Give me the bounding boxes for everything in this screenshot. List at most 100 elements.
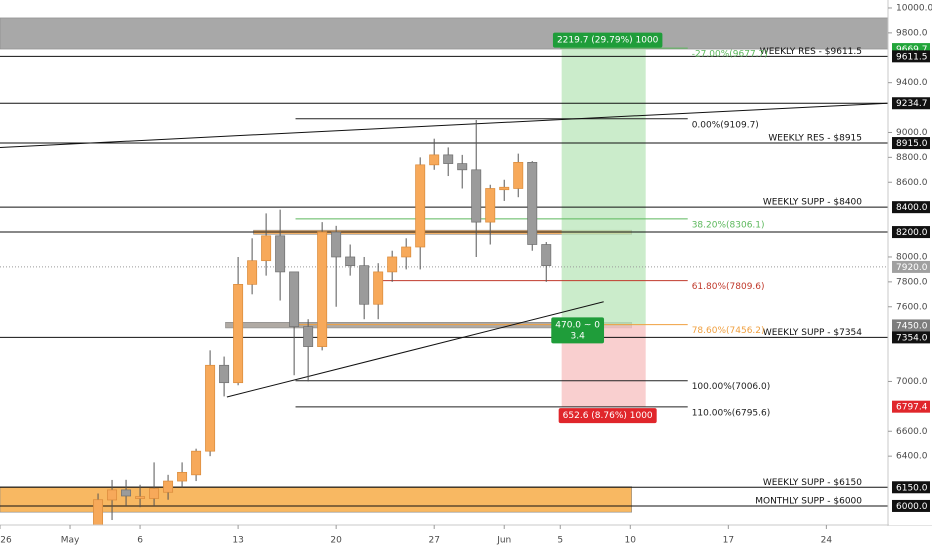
price-tag-label: 7450.0 [896,321,928,331]
entry-label-box [551,317,605,344]
price-tag [892,260,930,273]
y-tick-label: 7800.0 [896,277,928,287]
candle-body [233,283,244,384]
candle-body [289,271,300,328]
profit-zone [561,49,646,326]
level-label: WEEKLY RES - $9611.5 [760,47,862,57]
fib-label: 0.00%(9109.7) [692,120,759,130]
candle-body [471,169,482,223]
price-tag-label: 7354.0 [896,333,928,343]
target-label: 2219.7 (29.79%) 1000 [552,32,663,48]
price-tag-label: 9234.7 [896,99,928,109]
time-axis-bg [0,526,932,550]
candle-body [107,489,118,501]
candle-body [191,450,202,476]
level-label: WEEKLY SUPP - $6150 [763,478,862,488]
candle-body [205,364,216,452]
candle-body [135,496,146,499]
level-label: WEEKLY SUPP - $7354 [763,328,862,338]
candle-body [149,488,160,499]
candle-body [163,480,174,493]
level-label: MONTHLY SUPP - $6000 [755,496,862,506]
candle-body [93,499,104,525]
fib-label: -27.00%(9677.7) [692,50,768,60]
stop-label-text: 652.6 (8.76%) 1000 [563,411,653,421]
price-tag [892,400,930,413]
x-tick-label: 26 [0,536,12,546]
x-tick-label: 24 [821,536,833,546]
y-tick-label: 8000.0 [896,252,928,262]
candle-body [513,161,524,189]
stop-label-box [558,408,657,424]
candle-body [219,364,230,384]
candle-body [415,164,426,248]
trendline [226,301,604,398]
x-tick-label: 10 [625,536,637,546]
candle-body [275,235,286,273]
price-tag-label: 9669.7 [896,45,928,55]
fib-label: 110.00%(6795.6) [692,408,771,418]
candle-body [373,271,384,305]
fib-label: 78.60%(7456.2) [692,326,765,336]
candle-body [303,326,314,347]
x-tick-label: Jun [496,536,511,546]
zone [0,486,632,513]
x-tick-label: 27 [428,536,439,546]
zone [0,17,888,50]
candle-body [177,471,188,482]
candle-body [121,489,132,497]
price-tag [892,499,930,512]
level-label: WEEKLY SUPP - $8400 [763,198,862,208]
candle-body [317,231,328,347]
price-tag-label: 9611.5 [896,52,928,62]
stop-label: 652.6 (8.76%) 1000 [558,408,657,424]
candle-body [429,154,440,166]
target-label-text: 2219.7 (29.79%) 1000 [557,36,659,46]
y-tick-label: 9400.0 [896,78,928,88]
fib-label: 38.20%(8306.1) [692,220,765,230]
candle-body [499,186,510,191]
candle-body [331,231,342,258]
x-tick-label: 13 [232,536,243,546]
price-tag [892,481,930,494]
fib-label: 100.00%(7006.0) [692,382,771,392]
candle-body [541,244,552,267]
price-tag-label: 6000.0 [896,502,928,512]
entry-label-text: 3.4 [570,331,585,341]
price-tag-label: 6150.0 [896,483,928,493]
y-tick-label: 6600.0 [896,427,928,437]
y-tick-label: 9000.0 [896,128,928,138]
price-tag [892,331,930,344]
y-tick-label: 9800.0 [896,28,928,38]
x-tick-label: 17 [723,536,734,546]
candle-body [443,154,454,164]
price-tag [892,319,930,332]
y-tick-label: 6400.0 [896,452,928,462]
target-label-box [552,32,663,48]
price-tag [892,97,930,110]
y-tick-label: 7000.0 [896,377,928,387]
candle-body [457,163,468,171]
price-tag-label: 8400.0 [896,203,928,213]
x-tick-label: 5 [557,536,563,546]
price-tag-label: 7920.0 [896,263,928,273]
price-tag-label: 8915.0 [896,139,928,149]
y-tick-label: 8600.0 [896,178,928,188]
candle-body [345,256,356,267]
price-tag-label: 6797.4 [896,403,928,413]
trendline [0,102,888,149]
price-tag [892,201,930,214]
candle-body [387,256,398,273]
candle-body [401,246,412,258]
candle-body [261,235,272,262]
y-tick-label: 7600.0 [896,302,928,312]
x-tick-label: 20 [330,536,342,546]
entry-label: 470.0 ~ 03.4 [551,317,605,344]
fib-label: 61.80%(7809.6) [692,282,765,292]
level-label: WEEKLY RES - $8915 [768,134,862,144]
price-tag [892,226,930,239]
candle-body [527,161,538,245]
price-tag [892,137,930,150]
